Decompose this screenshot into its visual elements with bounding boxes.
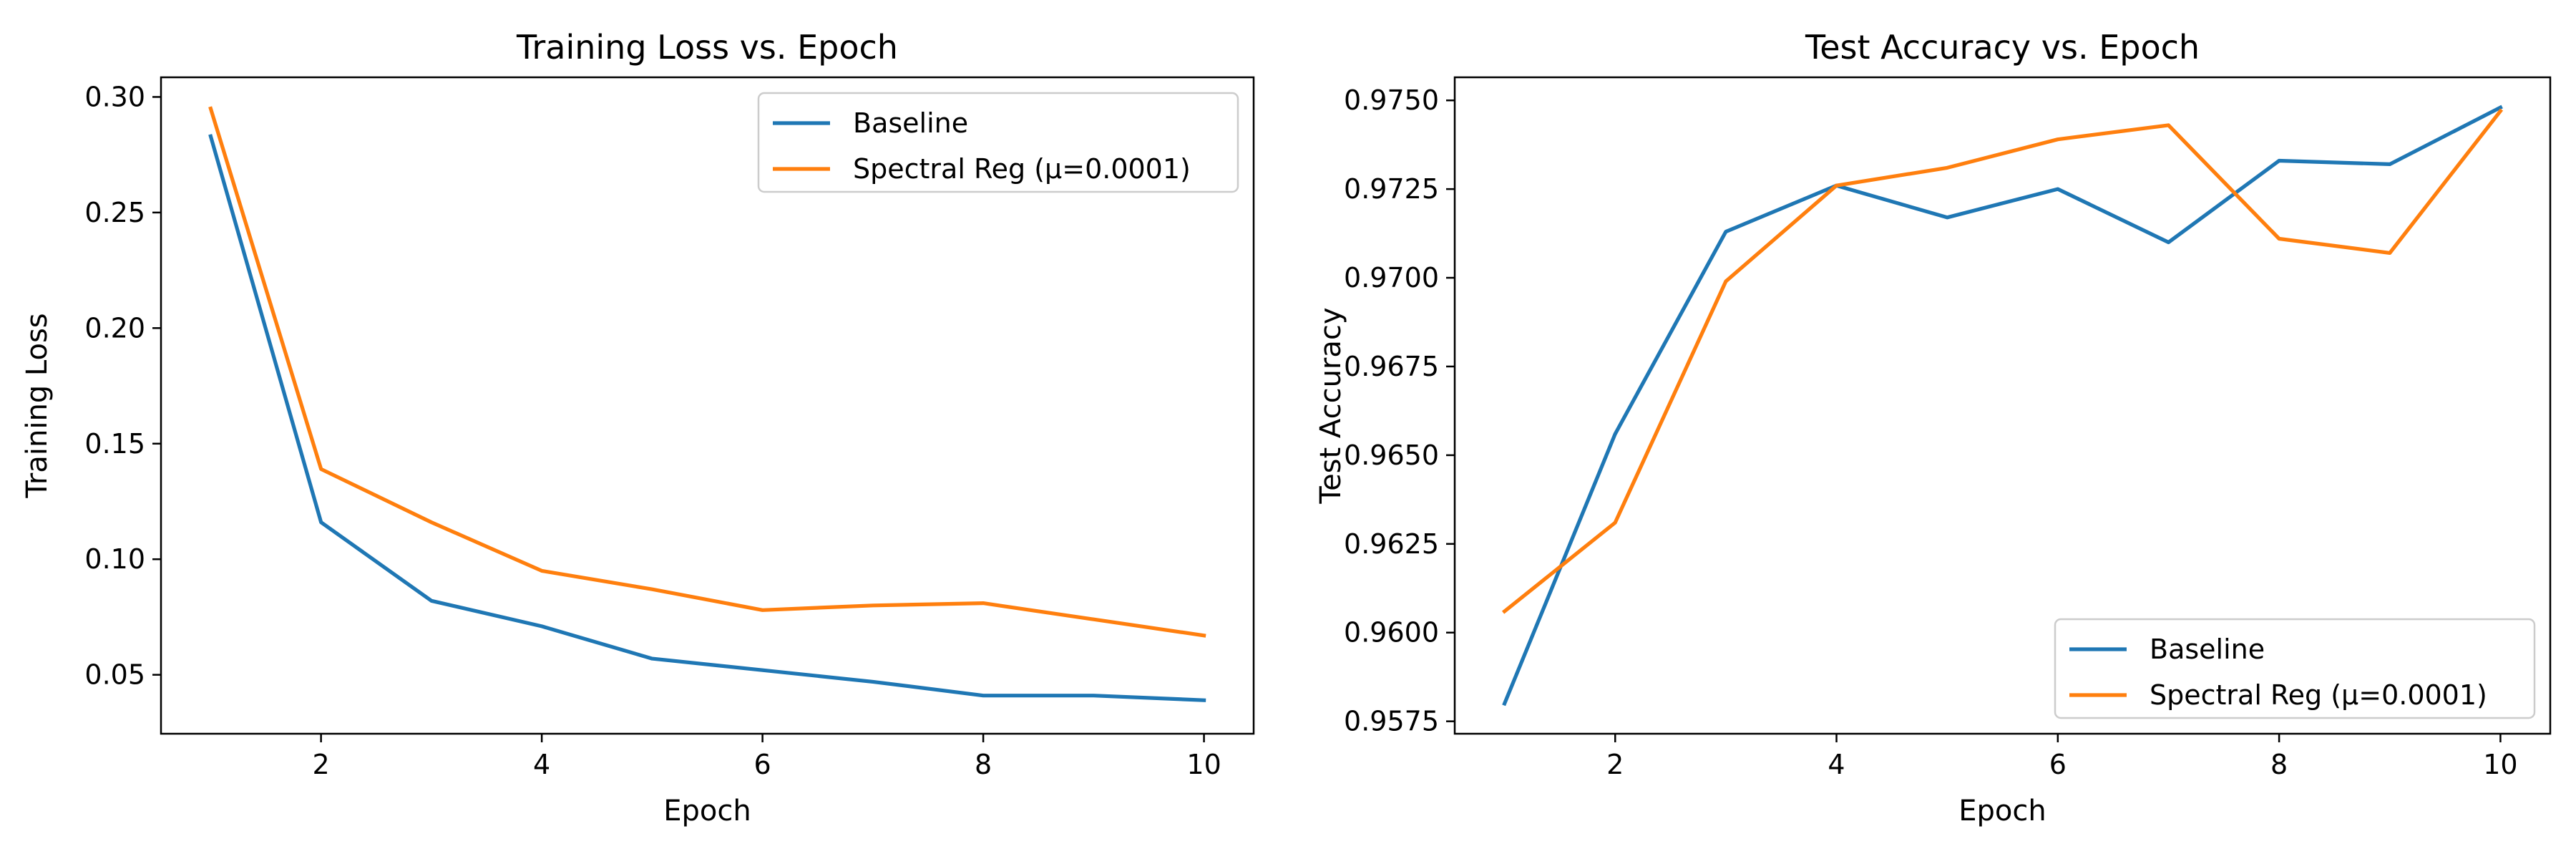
y-tick-label: 0.9725 (1344, 173, 1439, 205)
x-tick-label: 2 (1606, 749, 1624, 780)
legend-box (2054, 618, 2536, 719)
training-loss-chart: Training Loss vs. Epoch 2 4 6 8 10 0.05 0.10 0.1… (21, 28, 1255, 828)
legend-entry: Baseline (2150, 634, 2265, 665)
x-tick-label: 2 (313, 749, 330, 780)
x-tick-label: 8 (2270, 749, 2288, 780)
y-tick-label: 0.05 (84, 659, 145, 691)
chart-title: Training Loss vs. Epoch (516, 28, 898, 67)
legend-entry: Spectral Reg (μ=0.0001) (2150, 679, 2487, 711)
y-tick-label: 0.9600 (1344, 617, 1439, 649)
y-axis-label: Training Loss (21, 313, 54, 498)
x-axis-label: Epoch (663, 795, 751, 828)
series-line-spectral-reg (1501, 108, 2504, 614)
legend-box (757, 92, 1239, 193)
series-line-spectral-reg (208, 106, 1206, 638)
x-tick-label: 10 (2483, 749, 2517, 780)
test-accuracy-chart: Test Accuracy vs. Epoch 2 4 6 8 10 0.9575 0.960… (1314, 28, 2552, 828)
x-tick-label: 6 (754, 749, 771, 780)
plot-frame (1453, 76, 2552, 735)
y-tick-label: 0.9750 (1344, 84, 1439, 116)
y-tick-label: 0.9625 (1344, 528, 1439, 560)
y-tick-label: 0.9700 (1344, 262, 1439, 293)
y-tick-label: 0.9675 (1344, 351, 1439, 382)
x-tick-label: 10 (1186, 749, 1221, 780)
x-tick-label: 6 (2049, 749, 2067, 780)
x-tick-label: 8 (975, 749, 992, 780)
chart-title: Test Accuracy vs. Epoch (1805, 28, 2200, 67)
series-line-baseline (1502, 105, 2503, 707)
legend-entry: Spectral Reg (μ=0.0001) (853, 153, 1191, 185)
legend-entry: Baseline (853, 107, 968, 139)
y-tick-label: 0.15 (84, 428, 145, 460)
y-tick-label: 0.20 (84, 312, 145, 344)
y-tick-label: 0.10 (84, 543, 145, 575)
y-tick-label: 0.30 (84, 81, 145, 112)
series-line-baseline (208, 134, 1206, 702)
legend: Baseline Spectral Reg (μ=0.0001) (2054, 618, 2536, 719)
x-axis-label: Epoch (1958, 795, 2046, 828)
x-tick-label: 4 (533, 749, 550, 780)
y-tick-label: 0.9650 (1344, 440, 1439, 471)
y-axis-label: Test Accuracy (1314, 307, 1347, 504)
plot-frame (160, 76, 1255, 735)
x-tick-label: 4 (1828, 749, 1845, 780)
legend: Baseline Spectral Reg (μ=0.0001) (757, 92, 1239, 193)
y-tick-label: 0.25 (84, 197, 145, 228)
y-tick-label: 0.9575 (1344, 706, 1439, 737)
